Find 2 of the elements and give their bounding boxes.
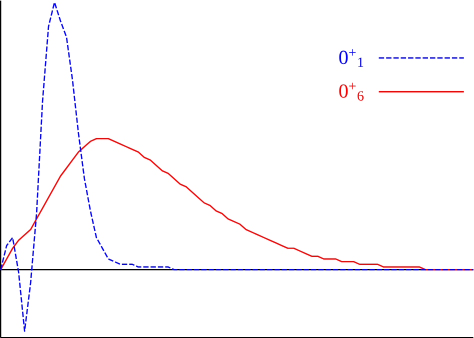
legend-label: 0$^{+}$1 [339, 48, 364, 67]
legend-label: 0$^{+}$6 [339, 82, 364, 100]
